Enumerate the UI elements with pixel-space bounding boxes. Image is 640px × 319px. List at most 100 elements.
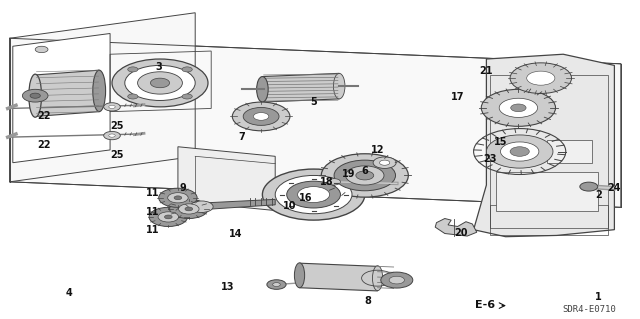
Circle shape: [30, 93, 40, 98]
Circle shape: [109, 134, 115, 137]
Text: 9: 9: [179, 183, 186, 193]
Text: 22: 22: [36, 140, 51, 150]
Polygon shape: [474, 54, 614, 237]
Polygon shape: [435, 219, 477, 236]
Circle shape: [125, 65, 195, 100]
Text: 16: 16: [299, 193, 313, 203]
Circle shape: [104, 103, 120, 111]
Text: 23: 23: [483, 154, 497, 165]
Polygon shape: [10, 13, 195, 182]
Text: 14: 14: [228, 229, 243, 240]
Text: 13: 13: [220, 282, 234, 292]
Circle shape: [104, 131, 120, 140]
Text: 2: 2: [595, 189, 602, 200]
Circle shape: [182, 67, 192, 72]
Text: 4: 4: [66, 288, 72, 298]
Ellipse shape: [294, 263, 305, 288]
Bar: [490, 205, 608, 235]
Polygon shape: [178, 147, 275, 211]
Text: 3: 3: [156, 62, 162, 72]
Circle shape: [321, 154, 408, 197]
Circle shape: [580, 182, 598, 191]
Text: 5: 5: [310, 97, 317, 107]
Circle shape: [320, 183, 335, 191]
Circle shape: [243, 108, 279, 125]
Circle shape: [328, 179, 340, 185]
Polygon shape: [10, 38, 621, 207]
Circle shape: [273, 283, 280, 286]
Text: 22: 22: [36, 111, 51, 122]
Ellipse shape: [29, 74, 42, 117]
Text: 19: 19: [342, 169, 356, 179]
Polygon shape: [198, 199, 275, 210]
Text: 18: 18: [319, 177, 333, 188]
Polygon shape: [35, 70, 99, 116]
Bar: [496, 172, 598, 211]
Circle shape: [499, 98, 538, 117]
Circle shape: [511, 104, 526, 112]
Ellipse shape: [257, 77, 268, 102]
Bar: [306, 195, 325, 200]
Text: 1: 1: [595, 292, 602, 302]
Circle shape: [35, 46, 48, 53]
Polygon shape: [300, 263, 378, 291]
Circle shape: [500, 142, 539, 161]
Circle shape: [174, 196, 182, 200]
Circle shape: [380, 160, 390, 165]
Circle shape: [486, 135, 553, 168]
Text: 10: 10: [282, 201, 296, 211]
Circle shape: [190, 201, 213, 212]
Circle shape: [112, 59, 208, 107]
Text: 8: 8: [365, 296, 371, 307]
Circle shape: [158, 212, 179, 222]
Bar: [302, 193, 329, 202]
Ellipse shape: [333, 73, 345, 99]
Circle shape: [381, 272, 413, 288]
Circle shape: [182, 94, 192, 99]
Circle shape: [510, 63, 572, 93]
Circle shape: [149, 207, 188, 226]
Polygon shape: [13, 33, 110, 163]
Text: 25: 25: [110, 121, 124, 131]
Circle shape: [267, 280, 286, 289]
Circle shape: [159, 188, 197, 207]
Text: SDR4-E0710: SDR4-E0710: [562, 305, 616, 314]
Circle shape: [481, 89, 556, 126]
Circle shape: [128, 94, 138, 99]
Circle shape: [527, 71, 555, 85]
Circle shape: [346, 166, 384, 185]
Circle shape: [510, 147, 529, 156]
Bar: [547, 140, 592, 163]
Text: 7: 7: [239, 132, 245, 142]
Text: 11: 11: [145, 188, 159, 198]
Ellipse shape: [93, 70, 106, 112]
Text: 17: 17: [451, 92, 465, 102]
Circle shape: [168, 193, 188, 203]
Circle shape: [185, 207, 193, 211]
Text: E-6: E-6: [475, 300, 495, 310]
Circle shape: [356, 171, 374, 180]
Text: 11: 11: [145, 225, 159, 235]
Bar: [490, 75, 608, 228]
Ellipse shape: [372, 266, 383, 291]
Text: 12: 12: [371, 145, 385, 155]
Circle shape: [298, 187, 330, 203]
Circle shape: [109, 105, 115, 108]
Text: 6: 6: [362, 166, 368, 176]
Circle shape: [170, 199, 208, 219]
Circle shape: [334, 160, 396, 191]
Circle shape: [179, 204, 199, 214]
Circle shape: [128, 67, 138, 72]
Text: 20: 20: [454, 228, 468, 238]
Text: 21: 21: [479, 66, 493, 76]
Text: 25: 25: [110, 150, 124, 160]
Circle shape: [150, 78, 170, 88]
Circle shape: [138, 72, 182, 94]
Circle shape: [389, 276, 404, 284]
Text: 24: 24: [607, 183, 621, 193]
Circle shape: [22, 89, 48, 102]
Text: 15: 15: [493, 137, 508, 147]
Circle shape: [164, 215, 172, 219]
Circle shape: [232, 102, 290, 131]
Text: 11: 11: [145, 207, 159, 217]
